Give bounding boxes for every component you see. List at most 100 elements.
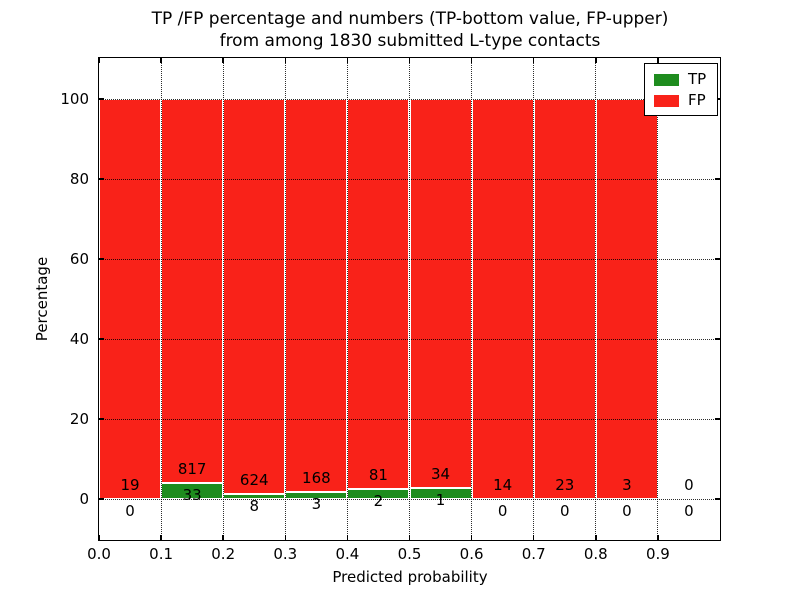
x-tick-top-0.0 — [98, 58, 100, 63]
gridline-v-0.6 — [471, 58, 473, 540]
gridline-v-0.1 — [160, 58, 162, 540]
x-tick-top-0.6 — [470, 58, 473, 63]
x-tick-bottom-0.2 — [222, 535, 224, 540]
x-tick-top-0.9 — [657, 58, 659, 63]
gridline-v-0.5 — [409, 58, 410, 540]
fp-count-label-6: 14 — [493, 476, 513, 494]
y-tick-label-80: 80 — [69, 170, 89, 188]
y-axis-label: Percentage — [33, 256, 51, 342]
fp-count-label-5: 34 — [431, 464, 451, 483]
x-tick-label-0.3: 0.3 — [273, 545, 298, 563]
bar-fp-3 — [285, 99, 348, 492]
gridline-v-0.7 — [533, 58, 535, 540]
tp-count-label-3: 3 — [311, 494, 322, 513]
gridline-v-0.8 — [595, 58, 597, 540]
bar-fp-7 — [533, 99, 596, 499]
x-tick-label-0.2: 0.2 — [211, 545, 236, 563]
legend: TP FP — [644, 63, 718, 116]
fp-count-label-0: 19 — [120, 476, 140, 494]
bar-tp-3 — [285, 491, 348, 499]
legend-label-tp: TP — [688, 70, 707, 88]
x-tick-bottom-0.6 — [470, 535, 473, 540]
x-tick-bottom-0.4 — [346, 535, 349, 540]
y-tick-right-40 — [715, 338, 720, 340]
fp-count-label-1: 817 — [177, 460, 207, 479]
x-tick-bottom-0.1 — [160, 535, 162, 540]
y-tick-right-0 — [715, 498, 720, 500]
tp-count-label-7: 0 — [559, 502, 570, 520]
x-tick-label-0.1: 0.1 — [149, 545, 174, 563]
x-tick-label-0.7: 0.7 — [521, 545, 546, 563]
chart-title-line2: from among 1830 submitted L-type contact… — [219, 31, 601, 51]
legend-item-fp: FP — [645, 90, 717, 111]
legend-item-tp: TP — [645, 69, 717, 90]
bar-fp-5 — [409, 99, 472, 488]
fp-count-label-3: 168 — [302, 468, 331, 487]
x-tick-bottom-0.8 — [595, 535, 597, 540]
x-tick-label-0.4: 0.4 — [335, 545, 360, 563]
y-tick-left-80 — [99, 178, 104, 180]
bar-tp-5 — [409, 487, 472, 499]
legend-label-fp: FP — [688, 91, 706, 109]
y-tick-label-20: 20 — [69, 410, 89, 428]
x-tick-bottom-0.0 — [98, 535, 100, 540]
tp-count-label-6: 0 — [497, 502, 508, 520]
x-tick-top-0.4 — [346, 58, 349, 63]
bar-fp-4 — [347, 99, 410, 490]
tp-count-label-4: 2 — [373, 492, 384, 511]
x-tick-label-0.9: 0.9 — [645, 545, 670, 563]
y-tick-left-40 — [99, 338, 104, 340]
bar-tp-2 — [223, 493, 286, 499]
plot-border — [97, 56, 721, 541]
x-tick-top-0.3 — [284, 58, 287, 63]
bar-fp-6 — [471, 99, 534, 499]
legend-swatch-fp-icon — [654, 94, 679, 107]
x-tick-label-0.5: 0.5 — [397, 545, 422, 563]
bar-fp-0 — [99, 99, 162, 499]
y-tick-label-60: 60 — [69, 250, 89, 268]
y-tick-right-20 — [715, 418, 720, 420]
fp-count-label-4: 81 — [368, 466, 388, 485]
y-tick-right-60 — [715, 258, 720, 260]
y-tick-label-100: 100 — [60, 90, 89, 108]
bar-fp-1 — [161, 99, 224, 484]
x-axis-label: Predicted probability — [332, 568, 488, 586]
x-tick-label-0.0: 0.0 — [87, 545, 111, 563]
chart-title-line1: TP /FP percentage and numbers (TP-bottom… — [151, 9, 669, 29]
bar-fp-2 — [223, 99, 286, 494]
x-tick-top-0.7 — [532, 58, 535, 63]
plot-area: 19 0 817 33 624 8 168 3 81 2 34 1 14 0 23 0 3 0 0 0 — [98, 58, 720, 540]
tp-count-label-9: 0 — [684, 502, 694, 520]
x-tick-bottom-0.5 — [408, 535, 411, 540]
y-tick-label-40: 40 — [69, 330, 89, 348]
x-tick-bottom-0.3 — [284, 535, 287, 540]
x-tick-top-0.5 — [408, 58, 411, 63]
gridline-v-0.4 — [346, 58, 348, 540]
y-tick-label-0: 0 — [79, 490, 89, 508]
y-tick-left-100 — [99, 98, 104, 100]
tp-count-label-8: 0 — [622, 502, 632, 520]
fp-count-label-7: 23 — [555, 476, 575, 494]
y-tick-left-60 — [99, 258, 104, 260]
fp-count-label-2: 624 — [239, 470, 269, 489]
tp-count-label-0: 0 — [125, 502, 135, 520]
x-tick-label-0.6: 0.6 — [459, 545, 484, 563]
tp-count-label-1: 33 — [182, 486, 202, 505]
gridline-v-0.2 — [222, 58, 224, 540]
fp-count-label-9: 0 — [684, 476, 694, 494]
x-tick-bottom-0.7 — [532, 535, 535, 540]
tp-count-label-2: 8 — [249, 496, 260, 515]
x-tick-top-0.1 — [160, 58, 162, 63]
y-tick-right-80 — [715, 178, 720, 180]
gridline-v-0.9 — [657, 58, 659, 540]
gridline-v-0.3 — [284, 58, 286, 540]
bar-fp-8 — [595, 99, 658, 499]
y-tick-left-20 — [99, 418, 104, 420]
fp-count-label-8: 3 — [622, 476, 632, 494]
tp-count-label-5: 1 — [435, 490, 446, 509]
x-tick-top-0.2 — [222, 58, 224, 63]
y-tick-left-0 — [99, 498, 104, 500]
bar-tp-1 — [161, 483, 224, 499]
x-tick-top-0.8 — [595, 58, 597, 63]
